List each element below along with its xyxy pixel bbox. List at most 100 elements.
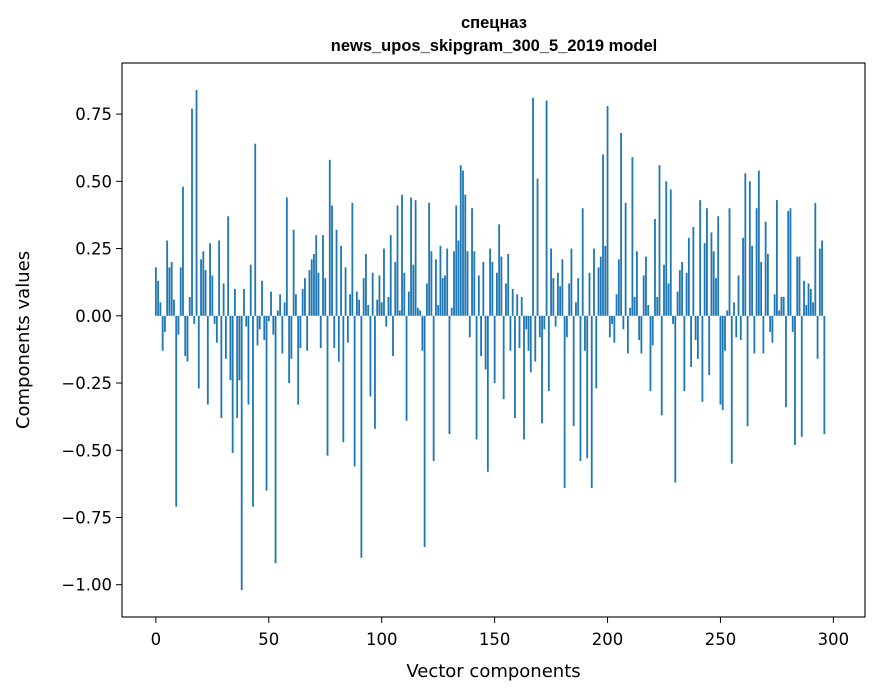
bar-281 xyxy=(789,208,792,316)
bar-54 xyxy=(276,310,279,316)
bar-228 xyxy=(669,189,672,316)
bar-252 xyxy=(724,315,726,351)
bar-30 xyxy=(222,283,225,316)
bar-174 xyxy=(547,315,550,392)
bar-163 xyxy=(523,315,525,440)
bar-121 xyxy=(428,202,431,316)
bar-234 xyxy=(683,315,686,392)
bar-28 xyxy=(218,240,221,316)
bar-222 xyxy=(656,296,659,316)
bar-165 xyxy=(527,315,530,351)
bar-4 xyxy=(164,315,166,332)
bar-136 xyxy=(462,170,464,316)
bar-46 xyxy=(258,315,261,330)
bar-29 xyxy=(220,315,223,418)
bar-226 xyxy=(665,181,668,316)
bar-89 xyxy=(355,291,358,316)
bar-216 xyxy=(642,275,645,316)
bar-227 xyxy=(667,283,670,316)
bar-223 xyxy=(658,165,661,316)
bar-series xyxy=(154,89,826,591)
bar-79 xyxy=(333,315,336,349)
bar-237 xyxy=(690,315,693,367)
bar-77 xyxy=(328,159,331,316)
bar-20 xyxy=(200,259,202,316)
bar-240 xyxy=(696,315,699,359)
bar-198 xyxy=(602,154,604,316)
bar-137 xyxy=(464,194,467,316)
bar-146 xyxy=(484,315,487,370)
bar-208 xyxy=(624,202,627,316)
bar-149 xyxy=(491,262,494,316)
bar-40 xyxy=(245,315,248,327)
bar-201 xyxy=(608,315,611,338)
bar-254 xyxy=(728,208,731,316)
bar-177 xyxy=(554,315,557,327)
bar-249 xyxy=(717,216,720,316)
bar-199 xyxy=(604,245,607,316)
bar-38 xyxy=(240,315,243,591)
bar-160 xyxy=(516,294,519,316)
bar-50 xyxy=(267,315,270,322)
bar-114 xyxy=(412,264,415,316)
bar-155 xyxy=(505,283,507,316)
bar-284 xyxy=(796,256,799,316)
bar-224 xyxy=(660,315,663,416)
bar-2 xyxy=(159,302,162,316)
bar-162 xyxy=(520,296,523,316)
bar-156 xyxy=(507,253,510,316)
bar-91 xyxy=(360,315,363,558)
bar-141 xyxy=(473,251,476,316)
bar-97 xyxy=(374,315,376,429)
bar-33 xyxy=(229,315,232,381)
x-axis-ticks: 0 50 100 150 200 250 300 xyxy=(151,617,850,649)
x-tick-label: 150 xyxy=(479,630,511,649)
bar-283 xyxy=(794,315,796,445)
bar-278 xyxy=(782,296,785,316)
bar-64 xyxy=(299,315,302,349)
bar-53 xyxy=(274,315,277,564)
bar-102 xyxy=(385,315,388,327)
bar-148 xyxy=(489,248,492,316)
bar-3 xyxy=(161,315,164,351)
bar-45 xyxy=(256,315,259,346)
bar-122 xyxy=(430,251,433,316)
bar-296 xyxy=(823,315,826,435)
bar-24 xyxy=(209,243,211,316)
bar-206 xyxy=(620,132,622,316)
bar-42 xyxy=(249,264,252,316)
bar-282 xyxy=(791,315,794,332)
bar-171 xyxy=(541,315,543,424)
bar-257 xyxy=(735,315,738,338)
bar-158 xyxy=(511,288,514,316)
bar-182 xyxy=(565,315,568,338)
bar-96 xyxy=(371,272,374,316)
bar-7 xyxy=(170,262,173,316)
y-axis-ticks: −1.00 −0.75 −0.50 −0.25 0.00 0.25 0.50 0.75 xyxy=(61,105,122,595)
bar-86 xyxy=(349,294,351,316)
bar-263 xyxy=(748,181,751,316)
bar-19 xyxy=(197,315,200,389)
bar-274 xyxy=(773,294,776,316)
x-tick-label: 300 xyxy=(818,630,850,649)
bar-193 xyxy=(590,315,593,488)
bar-291 xyxy=(812,302,814,316)
bar-236 xyxy=(687,237,690,316)
x-tick-label: 250 xyxy=(705,630,737,649)
bar-14 xyxy=(186,315,189,362)
bar-221 xyxy=(654,218,656,316)
bar-256 xyxy=(733,302,735,316)
y-tick-label: −1.00 xyxy=(61,576,112,595)
bar-26 xyxy=(213,315,216,324)
bar-49 xyxy=(265,315,268,491)
bar-127 xyxy=(441,278,444,316)
bar-219 xyxy=(649,315,652,392)
bar-258 xyxy=(737,275,740,316)
bar-207 xyxy=(622,315,625,330)
bar-60 xyxy=(290,315,293,359)
bar-181 xyxy=(563,315,566,488)
bar-233 xyxy=(681,262,683,316)
bar-111 xyxy=(405,315,408,421)
plot-area-frame xyxy=(121,62,866,618)
bar-172 xyxy=(543,315,546,330)
